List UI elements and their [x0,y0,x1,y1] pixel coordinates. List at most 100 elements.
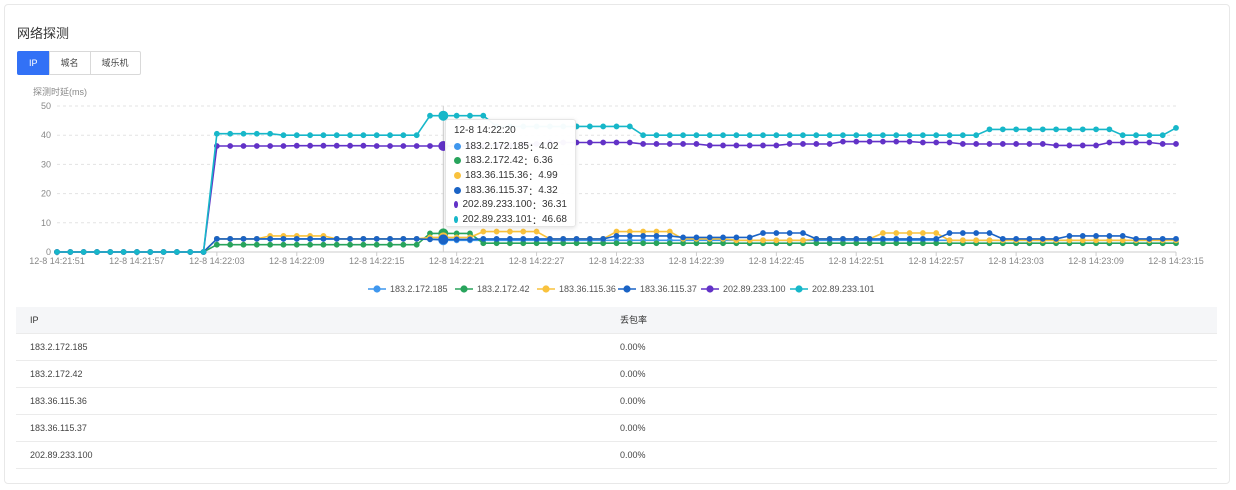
x-tick-label: 12-8 14:21:51 [29,256,85,266]
data-point [280,241,287,248]
data-point [1159,141,1166,147]
data-point [307,235,314,242]
data-point [693,132,700,139]
data-point [746,234,753,241]
tooltip-series-value: 6.36 [533,155,553,167]
data-point [320,235,327,242]
data-point [173,249,180,255]
column-header-loss[interactable]: 丢包率 [620,315,648,325]
data-point [800,237,806,244]
x-tick-label: 12-8 14:23:09 [1068,256,1124,266]
data-point [840,132,846,139]
data-point [866,235,873,242]
legend-item[interactable]: 202.89.233.100 [701,284,786,294]
tooltip-series-sep: ： [523,157,534,169]
data-point [147,249,154,255]
data-point [720,142,726,149]
data-point [307,142,314,149]
data-point [453,112,460,119]
legend-item[interactable]: 183.36.115.37 [618,284,697,294]
data-point [1066,142,1073,149]
tab-domain[interactable]: 城名 [48,51,91,75]
data-point [853,235,860,242]
table-row: 183.36.115.36 0.00% [16,388,1217,415]
legend-item[interactable]: 183.36.115.36 [537,284,616,294]
data-point [54,249,60,255]
data-point [919,139,926,146]
data-point [493,228,500,235]
tooltip-series-value: 46.68 [541,213,567,225]
tooltip-row: 202.89.233.100： 36.31 [454,197,567,212]
data-point [893,138,900,145]
series-dot-icon [454,215,459,223]
data-point [853,138,860,145]
data-point [267,235,274,242]
data-point [453,236,460,243]
data-point [693,141,700,147]
data-point [1039,235,1046,242]
data-point [919,230,926,236]
data-point [400,143,407,149]
legend-item[interactable]: 183.2.172.42 [455,284,530,294]
tooltip-row: 183.36.115.37： 4.32 [454,183,567,198]
data-point [1173,141,1179,147]
data-point [1013,141,1020,147]
data-point [267,130,274,137]
data-point [253,130,260,137]
data-point [1079,142,1086,149]
data-point [1093,126,1099,133]
data-point [533,235,540,242]
cell-ip: 183.2.172.42 [30,369,83,379]
data-point [120,249,127,255]
data-point [387,143,393,149]
data-point [160,249,167,255]
legend-item[interactable]: 183.2.172.185 [368,284,448,294]
data-point [973,132,980,139]
data-point [786,230,793,236]
data-point [1026,141,1033,147]
legend-marker-icon [623,285,631,293]
y-tick-label: 40 [41,130,51,140]
x-tick-label: 12-8 14:22:27 [509,256,565,266]
chart-tooltip: 12-8 14:22:20 183.2.172.185： 4.02 183.2.1… [445,119,576,227]
data-point [293,132,300,139]
data-point [427,112,433,119]
data-point [213,130,220,137]
data-point [480,228,487,235]
data-point [1106,126,1113,133]
data-point [400,132,407,139]
tooltip-row: 183.36.115.36： 4.99 [454,168,567,183]
legend-label: 202.89.233.101 [812,284,875,294]
data-point [880,230,886,236]
data-point [880,132,886,139]
tooltip-series-name: 202.89.233.100 [462,199,532,211]
data-point [1026,235,1033,242]
data-point [626,139,633,146]
data-point [520,235,527,242]
packet-loss-table: IP 丢包率 183.2.172.185 0.00% 183.2.172.42 … [16,307,1217,469]
data-point [1093,142,1099,149]
legend-item[interactable]: 202.89.233.101 [790,284,875,294]
data-point [640,240,647,247]
latency-line-chart[interactable]: 探测时延(ms) 0 10 20 30 40 50 12-8 14:21:51 12-8 14:… [0,0,1236,300]
data-point [1026,126,1033,133]
data-point [880,138,886,145]
data-point [80,249,87,255]
data-point [213,235,220,242]
tab-ip[interactable]: IP [17,51,50,75]
data-point [866,138,873,145]
data-point [413,235,420,242]
data-point [1146,132,1153,139]
data-point [320,142,327,149]
tab-host[interactable]: 域乐机 [89,51,141,75]
data-point [520,228,527,235]
data-point [307,132,314,139]
data-point [946,132,953,139]
data-point [933,230,940,236]
tooltip-series-sep: ： [528,186,539,198]
column-header-ip[interactable]: IP [30,315,39,325]
tooltip-series-value: 36.31 [541,199,567,211]
data-point [626,240,633,247]
data-point [347,142,353,149]
data-point [613,233,620,239]
